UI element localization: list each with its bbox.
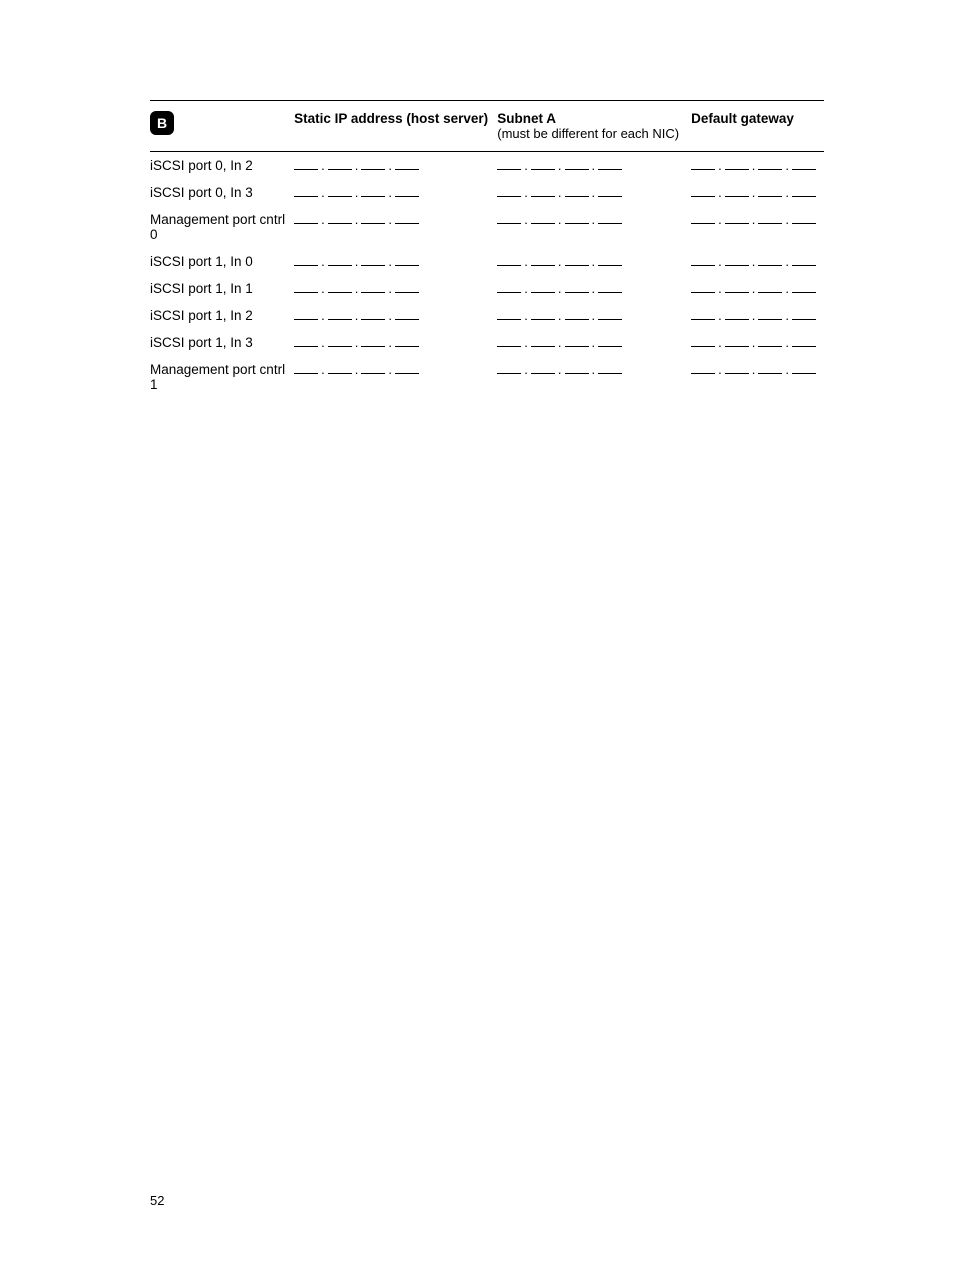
ip-blank-field: ... bbox=[497, 185, 622, 200]
table-row: iSCSI port 1, In 2......... bbox=[150, 302, 824, 329]
row-label: iSCSI port 1, In 2 bbox=[150, 302, 294, 329]
ip-blank-field: ... bbox=[691, 308, 816, 323]
row-label: iSCSI port 1, In 3 bbox=[150, 329, 294, 356]
ip-blank-field: ... bbox=[294, 185, 419, 200]
header-subnet-line1: Subnet A bbox=[497, 111, 556, 126]
ip-blank-field: ... bbox=[497, 212, 622, 227]
ip-blank-field: ... bbox=[691, 185, 816, 200]
row-ip-cell: ... bbox=[294, 206, 497, 248]
ip-blank-field: ... bbox=[497, 362, 622, 377]
ip-blank-field: ... bbox=[497, 281, 622, 296]
row-label: iSCSI port 0, In 3 bbox=[150, 179, 294, 206]
table-row: iSCSI port 1, In 0......... bbox=[150, 248, 824, 275]
ip-blank-field: ... bbox=[294, 335, 419, 350]
row-ip-cell: ... bbox=[294, 302, 497, 329]
ip-blank-field: ... bbox=[691, 335, 816, 350]
table-row: iSCSI port 0, In 2......... bbox=[150, 152, 824, 180]
row-ip-cell: ... bbox=[691, 206, 824, 248]
row-ip-cell: ... bbox=[294, 275, 497, 302]
table-row: iSCSI port 0, In 3......... bbox=[150, 179, 824, 206]
row-label: iSCSI port 1, In 0 bbox=[150, 248, 294, 275]
row-ip-cell: ... bbox=[497, 179, 691, 206]
ip-blank-field: ... bbox=[294, 281, 419, 296]
ip-blank-field: ... bbox=[294, 362, 419, 377]
row-label: iSCSI port 0, In 2 bbox=[150, 152, 294, 180]
table-header-row: B Static IP address (host server) Subnet… bbox=[150, 101, 824, 152]
row-ip-cell: ... bbox=[294, 329, 497, 356]
table-row: Management port cntrl 1......... bbox=[150, 356, 824, 398]
ip-blank-field: ... bbox=[691, 158, 816, 173]
row-ip-cell: ... bbox=[691, 152, 824, 180]
ip-blank-field: ... bbox=[497, 308, 622, 323]
table-row: iSCSI port 1, In 1......... bbox=[150, 275, 824, 302]
header-static-ip: Static IP address (host server) bbox=[294, 101, 497, 152]
table-row: Management port cntrl 0......... bbox=[150, 206, 824, 248]
ip-blank-field: ... bbox=[294, 212, 419, 227]
row-label: iSCSI port 1, In 1 bbox=[150, 275, 294, 302]
row-label: Management port cntrl 0 bbox=[150, 206, 294, 248]
row-ip-cell: ... bbox=[497, 275, 691, 302]
ip-blank-field: ... bbox=[497, 335, 622, 350]
header-subnet: Subnet A (must be different for each NIC… bbox=[497, 101, 691, 152]
row-ip-cell: ... bbox=[294, 179, 497, 206]
ip-blank-field: ... bbox=[691, 254, 816, 269]
row-ip-cell: ... bbox=[497, 248, 691, 275]
row-ip-cell: ... bbox=[497, 152, 691, 180]
header-badge-cell: B bbox=[150, 101, 294, 152]
header-subnet-note: (must be different for each NIC) bbox=[497, 126, 679, 141]
ip-config-table: B Static IP address (host server) Subnet… bbox=[150, 100, 824, 398]
ip-blank-field: ... bbox=[294, 158, 419, 173]
row-ip-cell: ... bbox=[691, 179, 824, 206]
ip-blank-field: ... bbox=[497, 158, 622, 173]
row-ip-cell: ... bbox=[691, 275, 824, 302]
row-ip-cell: ... bbox=[691, 248, 824, 275]
row-ip-cell: ... bbox=[294, 152, 497, 180]
page-number: 52 bbox=[150, 1193, 164, 1208]
ip-blank-field: ... bbox=[294, 308, 419, 323]
ip-blank-field: ... bbox=[691, 281, 816, 296]
header-gateway: Default gateway bbox=[691, 101, 824, 152]
row-ip-cell: ... bbox=[294, 356, 497, 398]
row-ip-cell: ... bbox=[691, 356, 824, 398]
row-label: Management port cntrl 1 bbox=[150, 356, 294, 398]
row-ip-cell: ... bbox=[497, 206, 691, 248]
row-ip-cell: ... bbox=[497, 302, 691, 329]
row-ip-cell: ... bbox=[691, 302, 824, 329]
row-ip-cell: ... bbox=[497, 356, 691, 398]
row-ip-cell: ... bbox=[497, 329, 691, 356]
row-ip-cell: ... bbox=[691, 329, 824, 356]
ip-blank-field: ... bbox=[294, 254, 419, 269]
ip-blank-field: ... bbox=[497, 254, 622, 269]
row-ip-cell: ... bbox=[294, 248, 497, 275]
table-row: iSCSI port 1, In 3......... bbox=[150, 329, 824, 356]
ip-blank-field: ... bbox=[691, 212, 816, 227]
section-badge: B bbox=[150, 111, 174, 135]
ip-blank-field: ... bbox=[691, 362, 816, 377]
